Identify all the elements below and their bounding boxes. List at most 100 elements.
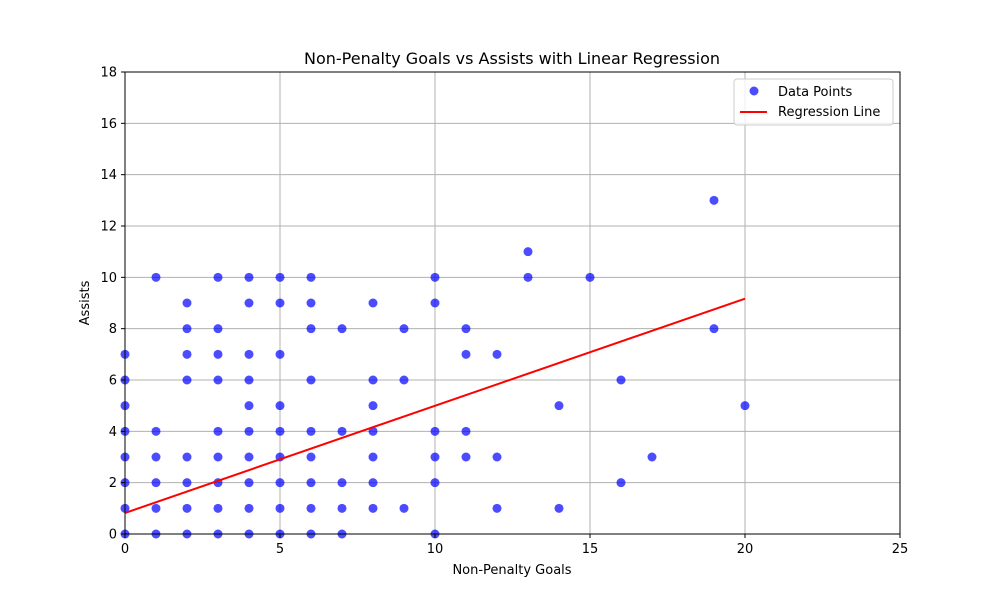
data-point bbox=[213, 324, 223, 334]
data-point bbox=[182, 298, 192, 308]
data-point bbox=[182, 375, 192, 385]
data-point bbox=[368, 478, 378, 488]
plot-frame bbox=[124, 71, 901, 535]
legend-label-regression-line: Regression Line bbox=[778, 105, 880, 120]
data-point bbox=[430, 426, 440, 436]
data-point bbox=[306, 324, 316, 334]
data-point bbox=[182, 452, 192, 462]
data-point bbox=[213, 375, 223, 385]
data-point bbox=[399, 375, 409, 385]
data-point bbox=[151, 478, 161, 488]
x-tick-label: 15 bbox=[582, 542, 599, 557]
data-point bbox=[306, 452, 316, 462]
data-point bbox=[368, 452, 378, 462]
data-point bbox=[523, 247, 533, 257]
data-point bbox=[430, 478, 440, 488]
data-point bbox=[275, 401, 285, 411]
y-tick-label: 0 bbox=[109, 528, 117, 543]
y-tick-label: 8 bbox=[109, 322, 117, 337]
x-tick-label: 0 bbox=[121, 542, 129, 557]
data-point bbox=[213, 452, 223, 462]
data-point bbox=[430, 298, 440, 308]
data-point bbox=[461, 349, 471, 359]
data-point bbox=[151, 452, 161, 462]
y-tick-label: 10 bbox=[100, 271, 117, 286]
data-point bbox=[275, 349, 285, 359]
data-point bbox=[275, 478, 285, 488]
data-point bbox=[151, 503, 161, 513]
data-point bbox=[306, 503, 316, 513]
data-point bbox=[616, 478, 626, 488]
y-tick-label: 2 bbox=[109, 476, 117, 491]
data-point bbox=[399, 324, 409, 334]
x-tick-label: 5 bbox=[276, 542, 284, 557]
data-point bbox=[151, 272, 161, 282]
data-point bbox=[523, 272, 533, 282]
data-point bbox=[616, 375, 626, 385]
data-point bbox=[275, 298, 285, 308]
data-point bbox=[213, 503, 223, 513]
data-point bbox=[492, 503, 502, 513]
data-point bbox=[244, 478, 254, 488]
data-point bbox=[368, 298, 378, 308]
series-layer bbox=[120, 195, 750, 539]
data-point bbox=[213, 426, 223, 436]
data-point bbox=[337, 324, 347, 334]
data-point bbox=[368, 503, 378, 513]
data-point bbox=[182, 349, 192, 359]
data-point bbox=[275, 503, 285, 513]
data-point bbox=[275, 426, 285, 436]
x-tick-label: 10 bbox=[427, 542, 444, 557]
data-point bbox=[461, 324, 471, 334]
data-point bbox=[306, 298, 316, 308]
y-tick-label: 18 bbox=[100, 66, 117, 81]
y-axis-label: Assists bbox=[78, 280, 93, 325]
data-point bbox=[647, 452, 657, 462]
data-point bbox=[213, 349, 223, 359]
y-tick-label: 14 bbox=[100, 168, 117, 183]
data-point bbox=[492, 452, 502, 462]
data-point bbox=[430, 452, 440, 462]
data-point bbox=[244, 349, 254, 359]
data-point bbox=[244, 426, 254, 436]
x-axis-label: Non-Penalty Goals bbox=[452, 563, 571, 578]
data-point bbox=[275, 272, 285, 282]
y-tick-label: 12 bbox=[100, 220, 117, 235]
data-point bbox=[368, 426, 378, 436]
data-point bbox=[213, 272, 223, 282]
data-point bbox=[337, 478, 347, 488]
data-point bbox=[151, 426, 161, 436]
data-point bbox=[306, 478, 316, 488]
regression-line bbox=[124, 297, 746, 514]
x-tick-label: 25 bbox=[892, 542, 909, 557]
x-tick-label: 20 bbox=[737, 542, 754, 557]
data-point bbox=[554, 401, 564, 411]
legend-label-data-points: Data Points bbox=[778, 85, 852, 100]
data-point bbox=[399, 503, 409, 513]
data-point bbox=[709, 195, 719, 205]
data-point bbox=[461, 452, 471, 462]
data-point bbox=[244, 298, 254, 308]
data-point bbox=[182, 324, 192, 334]
data-point bbox=[585, 272, 595, 282]
data-point bbox=[182, 503, 192, 513]
axis-ticks: 0 5 10 15 20 25 0 2 4 6 8 10 12 14 16 18 bbox=[100, 66, 908, 558]
data-point bbox=[492, 349, 502, 359]
y-tick-label: 4 bbox=[109, 425, 117, 440]
data-point bbox=[244, 375, 254, 385]
data-point bbox=[244, 452, 254, 462]
chart-title: Non-Penalty Goals vs Assists with Linear… bbox=[304, 49, 720, 68]
data-point bbox=[337, 426, 347, 436]
data-point bbox=[244, 503, 254, 513]
data-point bbox=[430, 272, 440, 282]
legend: Data Points Regression Line bbox=[733, 78, 894, 126]
data-point bbox=[306, 272, 316, 282]
legend-box bbox=[733, 78, 894, 126]
data-point bbox=[337, 503, 347, 513]
legend-marker-data-points bbox=[749, 86, 759, 96]
data-point bbox=[368, 375, 378, 385]
data-point bbox=[461, 426, 471, 436]
data-point bbox=[182, 478, 192, 488]
y-tick-label: 6 bbox=[109, 374, 117, 389]
